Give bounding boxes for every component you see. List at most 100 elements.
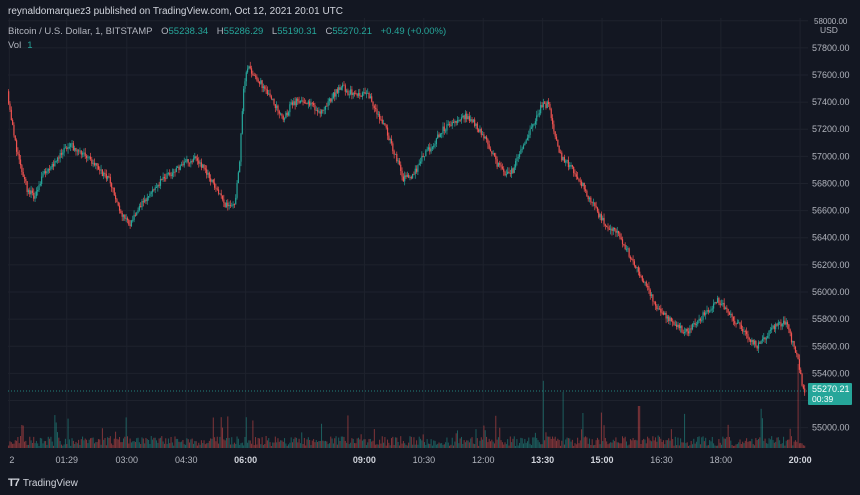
volume-bar <box>149 443 151 448</box>
candle <box>301 100 303 102</box>
y-tick-label: 56000.00 <box>812 287 850 297</box>
candle <box>376 108 378 115</box>
volume-bar <box>780 444 782 448</box>
candle <box>600 214 602 221</box>
candle <box>9 103 11 110</box>
candle <box>269 93 271 97</box>
candle <box>683 332 686 333</box>
volume-legend[interactable]: Vol 1 <box>8 40 33 51</box>
candle <box>192 158 195 162</box>
candle <box>52 163 55 167</box>
volume-bar <box>369 438 371 448</box>
tradingview-logo[interactable]: T7 TradingView <box>8 477 78 489</box>
candle <box>141 201 143 208</box>
volume-bar <box>196 445 198 448</box>
volume-bar <box>79 444 81 448</box>
volume-bar <box>153 437 155 448</box>
volume-bar <box>200 440 202 448</box>
candle <box>715 301 717 303</box>
volume-bar <box>252 420 254 448</box>
candle <box>258 81 261 84</box>
candle <box>474 119 476 126</box>
candle <box>360 95 362 97</box>
volume-bar <box>705 437 707 448</box>
candle <box>177 166 179 168</box>
candle <box>693 323 695 324</box>
volume-bar <box>523 443 525 448</box>
volume-bar <box>281 440 283 448</box>
candle <box>718 298 720 304</box>
volume-bar <box>686 442 688 448</box>
candle <box>198 160 200 164</box>
candle <box>697 321 699 325</box>
candle <box>801 374 803 386</box>
candle <box>178 166 180 170</box>
candle <box>509 173 511 174</box>
volume-bar <box>20 436 22 448</box>
volume-bar <box>372 440 374 448</box>
candle <box>446 124 448 131</box>
volume-bar <box>274 436 276 448</box>
candle <box>406 174 408 177</box>
candle <box>272 98 274 100</box>
volume-bar <box>59 441 61 448</box>
volume-bar <box>459 438 461 448</box>
candle <box>728 312 731 315</box>
volume-bar <box>225 438 227 448</box>
candle <box>144 199 146 203</box>
candle <box>437 134 439 139</box>
volume-bar <box>63 444 65 448</box>
candle <box>54 161 56 167</box>
volume-bar <box>714 445 716 448</box>
candle <box>565 160 567 163</box>
volume-bar <box>553 438 555 448</box>
candle <box>15 140 18 152</box>
volume-bar <box>693 438 695 448</box>
volume-bar <box>31 442 33 448</box>
volume-bar <box>237 438 239 448</box>
volume-bar <box>422 434 424 448</box>
symbol-legend[interactable]: Bitcoin / U.S. Dollar, 1, BITSTAMP O5523… <box>8 26 446 37</box>
volume-bar <box>790 436 792 448</box>
volume-bar <box>286 445 288 448</box>
candle <box>129 224 131 227</box>
candle <box>381 119 383 124</box>
candle <box>417 165 419 172</box>
volume-bar <box>607 444 609 448</box>
volume-bar <box>727 424 729 448</box>
volume-bar <box>115 431 117 448</box>
volume-bar <box>619 443 621 448</box>
candle <box>302 100 304 103</box>
volume-bar <box>306 439 308 448</box>
candle <box>320 110 323 114</box>
candle <box>749 339 752 342</box>
volume-bar <box>212 417 214 448</box>
high-value: 55286.29 <box>223 26 264 37</box>
volume-bar <box>314 442 316 448</box>
candle <box>50 167 52 170</box>
volume-bar <box>777 437 779 448</box>
candle <box>401 171 403 177</box>
volume-bar <box>359 439 361 448</box>
volume-bar <box>204 444 206 448</box>
candle <box>37 189 39 192</box>
candle <box>276 105 278 109</box>
volume-bar <box>334 438 336 448</box>
volume-bar <box>718 439 720 448</box>
volume-bar <box>189 442 191 448</box>
volume-bar <box>516 439 518 448</box>
volume-bar <box>171 442 173 448</box>
candle <box>720 304 723 306</box>
volume-bar <box>515 445 517 448</box>
volume-bar <box>16 440 18 448</box>
candle <box>566 160 568 161</box>
candle <box>384 123 386 126</box>
volume-bar <box>719 442 721 448</box>
candle <box>445 130 447 132</box>
candle <box>200 162 202 168</box>
volume-bar <box>288 444 290 448</box>
candle <box>81 153 84 155</box>
candle <box>699 318 702 321</box>
volume-bar <box>690 440 692 448</box>
